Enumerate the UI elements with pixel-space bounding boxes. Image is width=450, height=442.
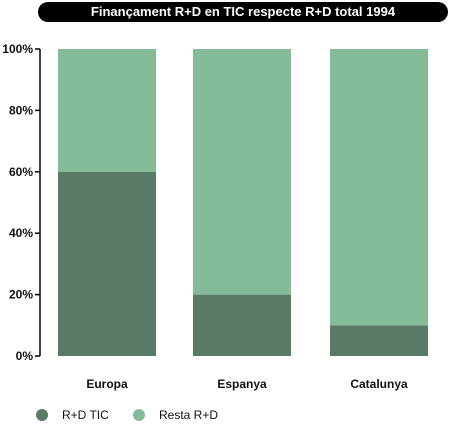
y-tick-label: 20% (9, 288, 33, 302)
x-category-label: Europa (86, 377, 128, 391)
chart-title: Finançament R+D en TIC respecte R+D tota… (38, 2, 448, 22)
legend-label-rd-tic: R+D TIC (62, 408, 109, 422)
y-tick-label: 40% (9, 226, 33, 240)
legend-swatch-rd-tic (36, 409, 48, 421)
legend-swatch-resta-rd (133, 409, 145, 421)
bar-espanya-series-1 (193, 294, 291, 356)
y-tick-label: 0% (16, 349, 34, 363)
legend-label-resta-rd: Resta R+D (159, 408, 219, 422)
legend-item-rd-tic: R+D TIC (36, 405, 109, 425)
bar-catalunya-series-2 (330, 49, 428, 326)
bar-espanya-series-2 (193, 49, 291, 295)
bar-europa-series-2 (58, 49, 156, 172)
x-category-label: Espanya (217, 377, 267, 391)
bar-catalunya-series-1 (330, 325, 428, 356)
legend-item-resta-rd: Resta R+D (133, 405, 218, 425)
bar-europa-series-1 (58, 171, 156, 356)
y-tick-label: 80% (9, 103, 33, 117)
y-tick-label: 100% (2, 42, 33, 56)
x-category-label: Catalunya (350, 377, 408, 391)
y-tick-label: 60% (9, 165, 33, 179)
